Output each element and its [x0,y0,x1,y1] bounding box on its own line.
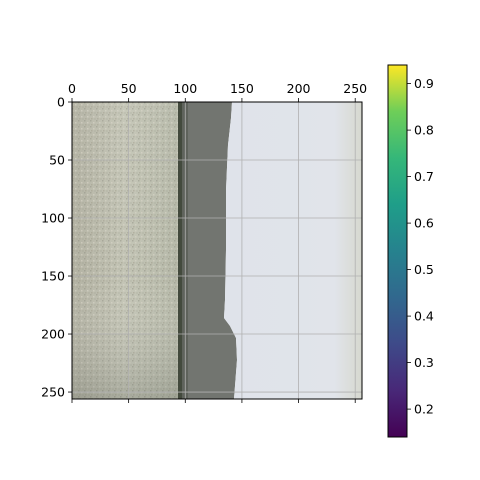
y-tick-label: 100 [41,211,65,226]
y-tick-label: 200 [41,327,65,342]
image-area [72,102,362,399]
colorbar-tick-label: 0.6 [414,216,434,231]
x-tick-label: 150 [230,81,254,96]
y-ticks: 0 50 100 150 200 250 [41,95,72,400]
plot-frame [71,101,363,400]
colorbar-tick-label: 0.3 [414,355,434,370]
colorbar-ticks: 0.2 0.3 0.4 0.5 0.6 0.7 0.8 0.9 [407,76,434,417]
x-tick-label: 0 [68,81,76,96]
main-plot: 0 50 100 150 200 250 0 50 100 150 200 250 [41,81,367,403]
colorbar-tick-label: 0.5 [414,262,434,277]
left-shading [72,102,178,399]
thin-dark-stripe [178,102,182,399]
y-tick-label: 150 [41,269,65,284]
y-tick-label: 250 [41,385,65,400]
dark-band [188,102,237,399]
colorbar: 0.2 0.3 0.4 0.5 0.6 0.7 0.8 0.9 [387,64,434,438]
colorbar-tick-label: 0.2 [414,402,434,417]
colorbar-tick-label: 0.8 [414,123,434,138]
bright-region [224,102,362,399]
y-tick-label: 0 [57,95,65,110]
colorbar-frame [387,64,408,438]
colorbar-gradient [388,65,407,437]
x-tick-label: 100 [173,81,197,96]
x-tick-label: 250 [343,81,367,96]
colorbar-tick-label: 0.7 [414,169,434,184]
x-tick-label: 50 [121,81,137,96]
y-tick-label: 50 [49,153,65,168]
x-ticks: 0 50 100 150 200 250 [68,81,367,403]
grid [71,101,362,399]
x-tick-label: 200 [287,81,311,96]
colorbar-tick-label: 0.9 [414,76,434,91]
colorbar-tick-label: 0.4 [414,309,434,324]
